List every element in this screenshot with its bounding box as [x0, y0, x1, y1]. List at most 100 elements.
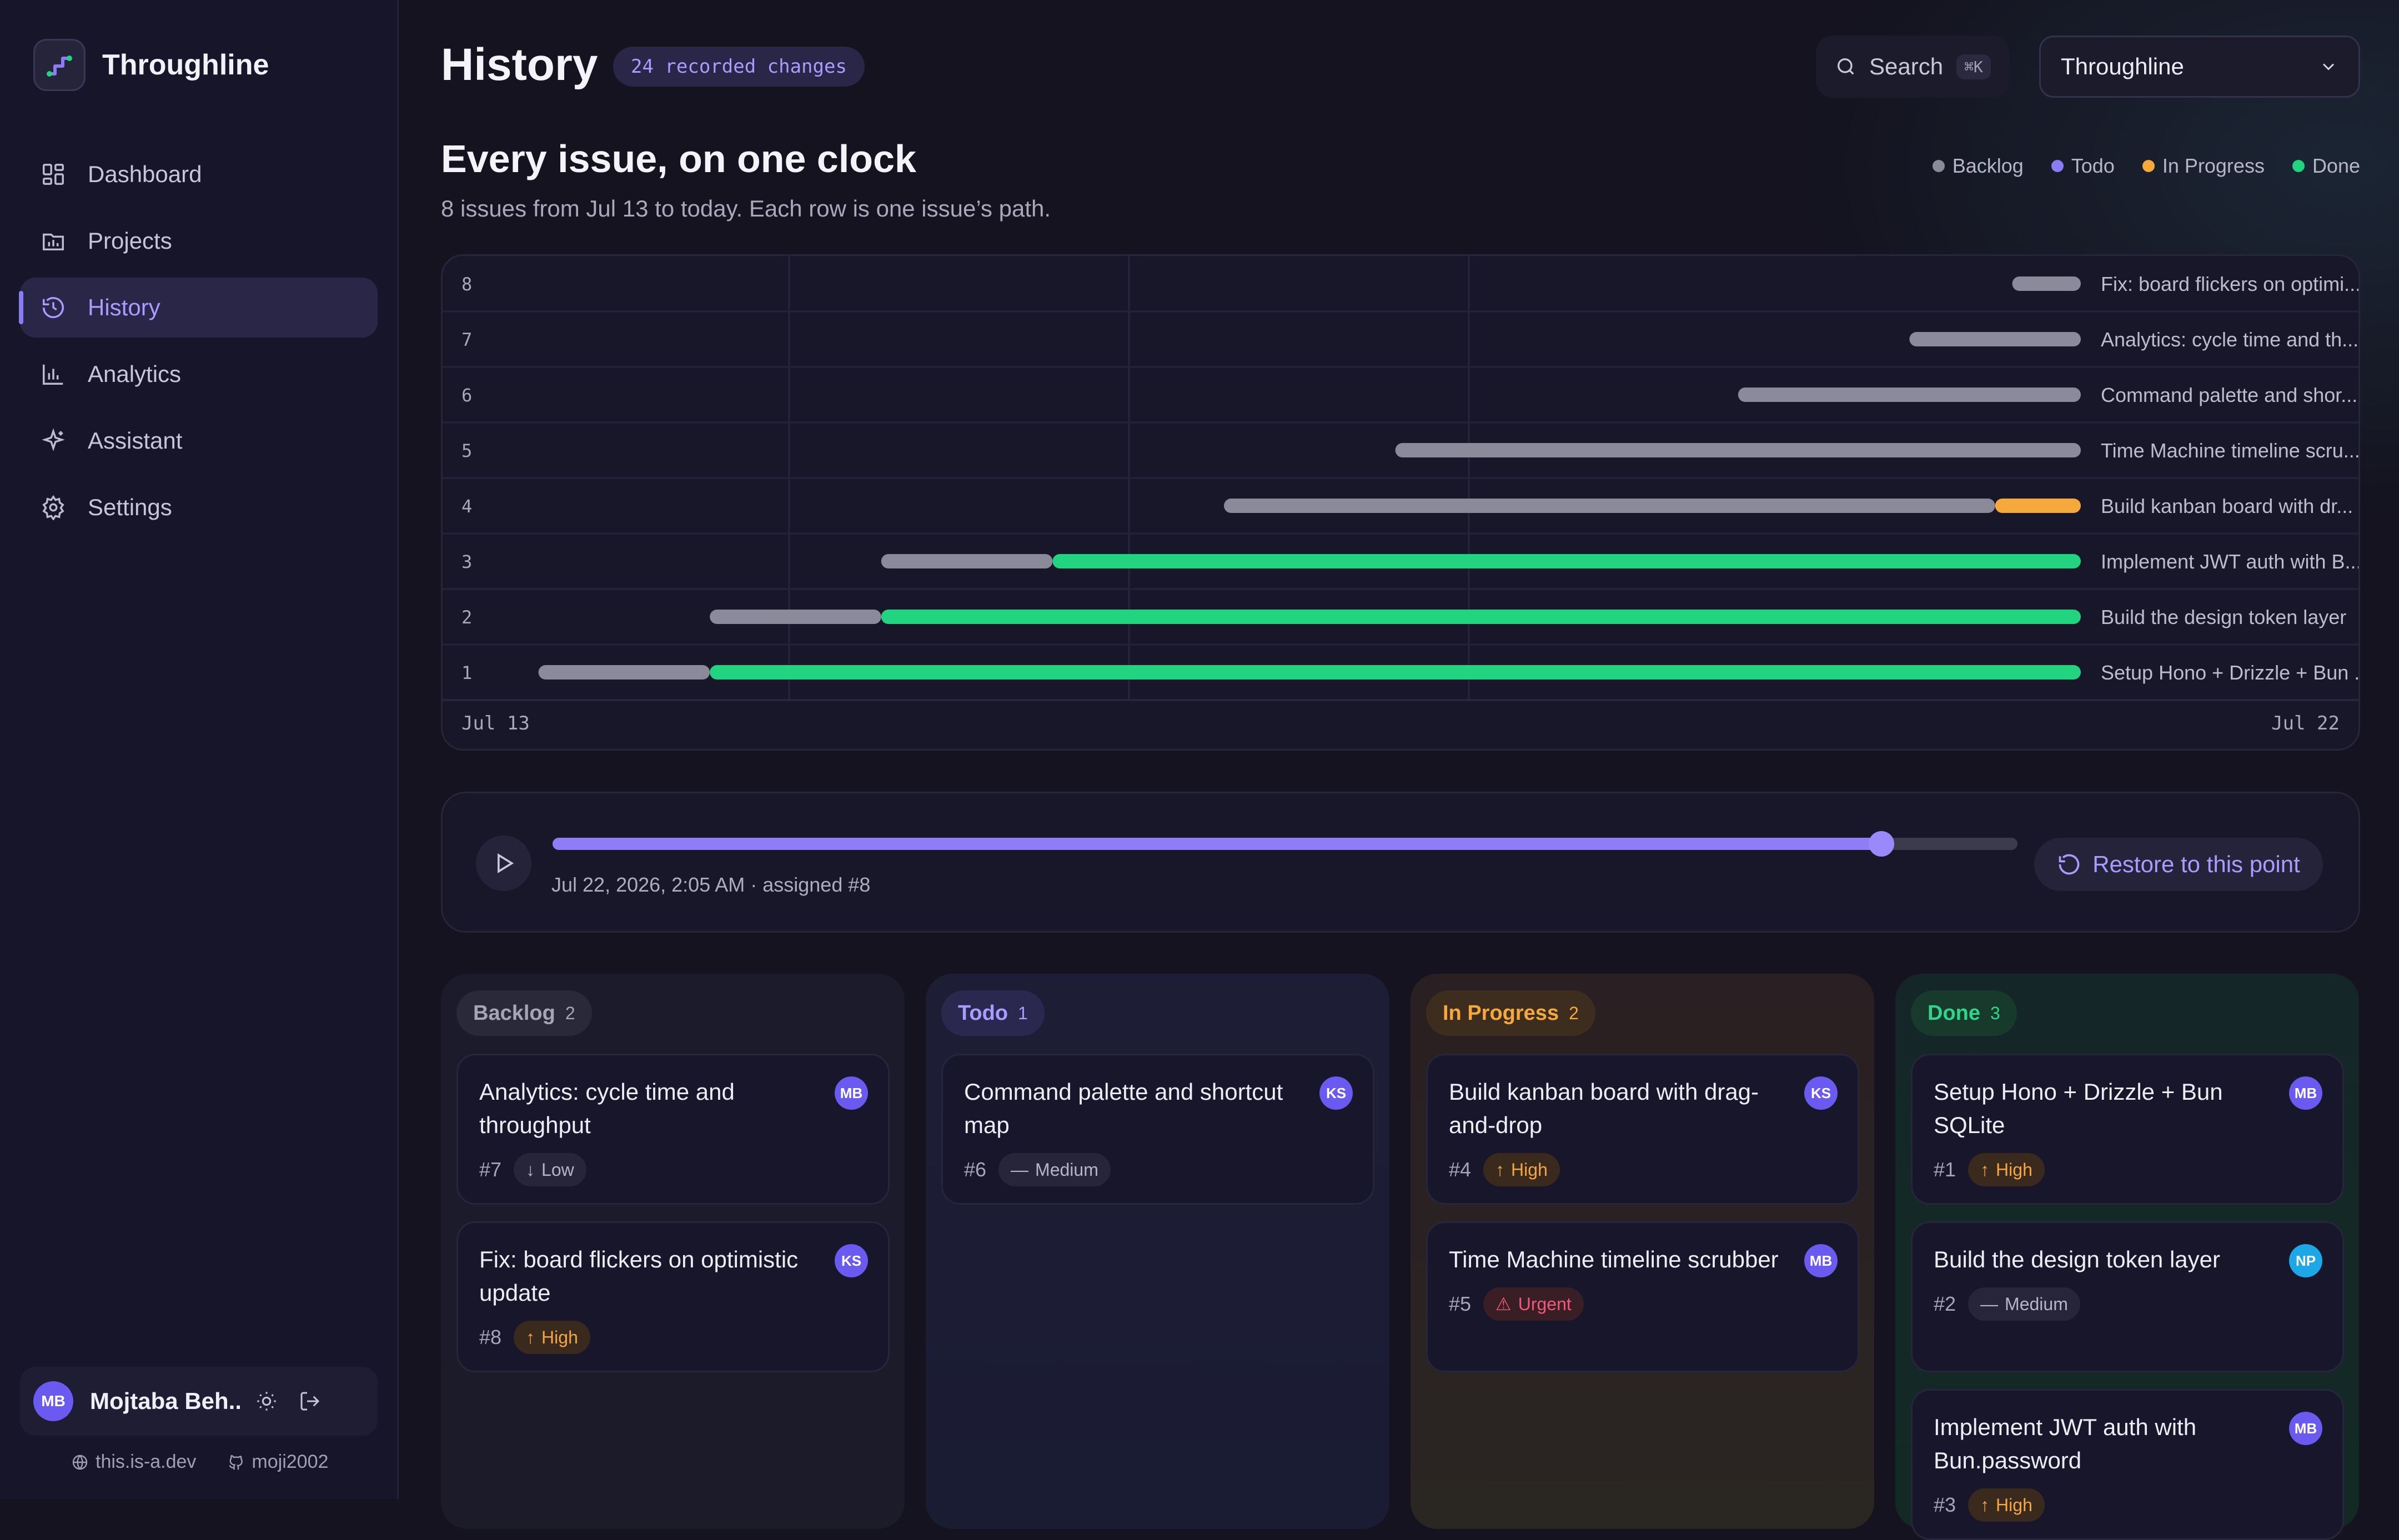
- sidebar-item-label: Analytics: [88, 361, 182, 387]
- row-issue-label: Build kanban board with dr...: [2101, 495, 2353, 517]
- issue-card[interactable]: Build the design token layer NP #2 — Medium: [1911, 1221, 2344, 1372]
- priority-icon: ⚠: [1495, 1294, 1512, 1314]
- chart-legend: Backlog Todo In Progress Done: [1932, 154, 2360, 178]
- legend-item-todo: Todo: [2051, 154, 2115, 178]
- row-number: 3: [461, 551, 472, 572]
- play-button[interactable]: [476, 836, 531, 891]
- priority-label: Urgent: [1518, 1294, 1572, 1314]
- issue-meta: #4 ↑ High: [1449, 1153, 1836, 1186]
- issue-card[interactable]: Implement JWT auth with Bun.password MB #3…: [1911, 1389, 2344, 1540]
- issue-card[interactable]: Fix: board flickers on optimistic update…: [456, 1221, 890, 1372]
- legend-item-done: Done: [2292, 154, 2360, 178]
- priority-badge: ↑ High: [1968, 1488, 2045, 1522]
- priority-icon: —: [1980, 1294, 1999, 1314]
- row-number: 8: [461, 274, 472, 295]
- row-issue-label: Setup Hono + Drizzle + Bun ...: [2101, 661, 2358, 684]
- legend-label: Backlog: [1952, 154, 2024, 177]
- timeline-segment-backlog[interactable]: [881, 554, 1053, 568]
- scrubber-track[interactable]: [553, 831, 2017, 857]
- sidebar-item-label: Dashboard: [88, 161, 202, 187]
- timeline-segment-backlog[interactable]: [710, 610, 881, 624]
- timeline-segment-backlog[interactable]: [1909, 332, 2081, 346]
- column-title: In Progress: [1443, 1001, 1559, 1025]
- search-label: Search: [1869, 53, 1944, 79]
- priority-label: High: [1996, 1159, 2032, 1180]
- theme-toggle-button[interactable]: [250, 1385, 283, 1418]
- issue-title: Setup Hono + Drizzle + Bun SQLite: [1934, 1079, 2223, 1138]
- search-icon: [1838, 58, 1854, 75]
- search-button[interactable]: Search ⌘K: [1816, 36, 2009, 98]
- issue-card[interactable]: Command palette and shortcut map KS #6 — Med…: [941, 1054, 1374, 1205]
- timeline-segment-backlog[interactable]: [538, 665, 710, 680]
- issue-timeline-chart: 8 Fix: board flickers on optimi... 7 Analyt…: [441, 254, 2360, 751]
- issue-card[interactable]: Build kanban board with drag-and-drop KS #…: [1426, 1054, 1859, 1205]
- timeline-segment-backlog[interactable]: [2012, 276, 2081, 291]
- sidebar-item-settings[interactable]: Settings: [20, 477, 378, 537]
- timeline-segment-backlog[interactable]: [1395, 443, 2081, 457]
- timeline-segment-done[interactable]: [881, 610, 2081, 624]
- logout-button[interactable]: [293, 1385, 327, 1418]
- legend-label: In Progress: [2162, 154, 2265, 177]
- column-header: In Progress 2: [1426, 990, 1595, 1036]
- site-link[interactable]: this.is-a.dev: [71, 1451, 196, 1473]
- timeline-segment-in-progress[interactable]: [1995, 499, 2081, 513]
- legend-dot: [2292, 160, 2305, 172]
- user-name: Mojtaba Beh...: [90, 1388, 240, 1414]
- sidebar-item-history[interactable]: History: [19, 278, 378, 338]
- sidebar-item-dashboard[interactable]: Dashboard: [20, 144, 378, 204]
- column-header: Todo 1: [941, 990, 1045, 1036]
- priority-label: High: [1996, 1494, 2032, 1515]
- timeline-segment-done[interactable]: [1052, 554, 2081, 568]
- sidebar-item-label: History: [88, 294, 160, 320]
- issue-card[interactable]: Time Machine timeline scrubber MB #5 ⚠ Urgen…: [1426, 1221, 1859, 1372]
- sidebar-item-analytics[interactable]: Analytics: [20, 344, 378, 404]
- issue-title: Build kanban board with drag-and-drop: [1449, 1079, 1759, 1138]
- site-link-label: this.is-a.dev: [96, 1451, 197, 1472]
- play-icon: [498, 853, 514, 873]
- avatar: MB: [2289, 1076, 2322, 1110]
- scrubber-thumb[interactable]: [1868, 831, 1894, 857]
- user-card[interactable]: MB Mojtaba Beh...: [20, 1367, 378, 1436]
- project-select[interactable]: Throughline: [2039, 36, 2360, 98]
- time-scrubber: Jul 22, 2026, 2:05 AM · assigned #8 Rest…: [441, 792, 2360, 933]
- column-count: 2: [1569, 1003, 1579, 1023]
- avatar: MB: [33, 1381, 73, 1421]
- sidebar: Throughline Dashboard Projects History A…: [0, 0, 399, 1499]
- sidebar-item-label: Settings: [88, 494, 172, 520]
- issue-card[interactable]: Analytics: cycle time and throughput MB #7…: [456, 1054, 890, 1205]
- x-axis-end-label: Jul 22: [2271, 712, 2340, 734]
- timeline-segment-backlog[interactable]: [1223, 499, 1995, 513]
- issue-meta: #2 — Medium: [1934, 1287, 2321, 1321]
- avatar: KS: [1804, 1076, 1838, 1110]
- github-link[interactable]: moji2002: [227, 1451, 328, 1473]
- priority-badge: — Medium: [1968, 1287, 2080, 1321]
- issue-card[interactable]: Setup Hono + Drizzle + Bun SQLite MB #1 ↑ Hi…: [1911, 1054, 2344, 1205]
- legend-dot: [2142, 160, 2155, 172]
- sidebar-nav: Dashboard Projects History Analytics Ass…: [19, 144, 378, 544]
- issue-number: #1: [1934, 1158, 1956, 1181]
- projects-icon: [39, 227, 68, 255]
- issue-number: #6: [964, 1158, 987, 1181]
- column-title: Done: [1928, 1001, 1980, 1025]
- priority-badge: — Medium: [998, 1153, 1111, 1186]
- issue-meta: #1 ↑ High: [1934, 1153, 2321, 1186]
- row-number: 7: [461, 329, 472, 350]
- sidebar-item-assistant[interactable]: Assistant: [20, 411, 378, 471]
- restore-button[interactable]: Restore to this point: [2034, 838, 2323, 891]
- timeline-segment-backlog[interactable]: [1738, 387, 2081, 402]
- issue-meta: #3 ↑ High: [1934, 1488, 2321, 1522]
- issue-meta: #5 ⚠ Urgent: [1449, 1287, 1836, 1321]
- row-issue-label: Implement JWT auth with B...: [2101, 550, 2358, 573]
- row-issue-label: Time Machine timeline scru...: [2101, 439, 2358, 462]
- column-count: 1: [1018, 1003, 1028, 1023]
- timeline-segment-done[interactable]: [710, 665, 2081, 680]
- logout-icon: [300, 1392, 320, 1411]
- legend-item-backlog: Backlog: [1932, 154, 2024, 178]
- legend-item-in-progress: In Progress: [2142, 154, 2265, 178]
- kanban-board: Backlog 2 Analytics: cycle time and throug…: [441, 974, 2360, 1540]
- column-done: Done 3 Setup Hono + Drizzle + Bun SQLite MB…: [1895, 974, 2359, 1540]
- row-number: 1: [461, 662, 472, 683]
- brand[interactable]: Throughline: [33, 39, 269, 91]
- column-title: Backlog: [473, 1001, 555, 1025]
- sidebar-item-projects[interactable]: Projects: [20, 211, 378, 271]
